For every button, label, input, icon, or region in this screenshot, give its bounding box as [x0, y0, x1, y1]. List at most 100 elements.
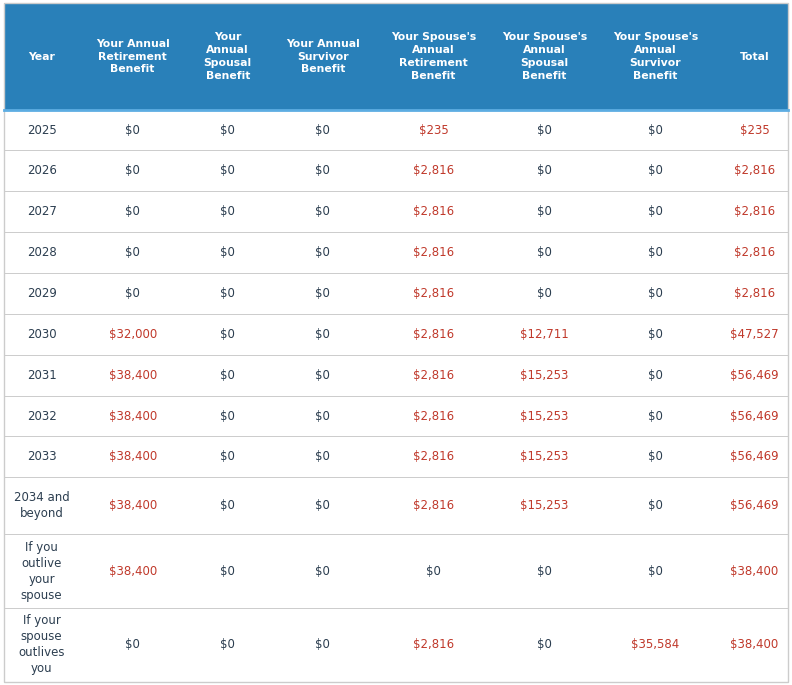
Text: $0: $0	[125, 164, 140, 177]
Text: $15,253: $15,253	[520, 369, 569, 382]
Bar	[4, 608, 788, 682]
Text: $15,253: $15,253	[520, 450, 569, 463]
Text: $56,469: $56,469	[730, 410, 779, 423]
Bar	[4, 273, 788, 314]
Text: $0: $0	[125, 638, 140, 651]
Text: $2,816: $2,816	[734, 287, 775, 300]
Text: $0: $0	[537, 164, 552, 177]
Text: 2028: 2028	[27, 246, 56, 259]
Text: $0: $0	[315, 450, 330, 463]
Bar	[4, 3, 788, 110]
Text: 2034 and
beyond: 2034 and beyond	[13, 491, 70, 521]
Text: $2,816: $2,816	[413, 499, 454, 512]
Text: $0: $0	[648, 410, 663, 423]
Text: $0: $0	[220, 410, 235, 423]
Text: $38,400: $38,400	[730, 564, 779, 577]
Text: Year: Year	[29, 51, 55, 62]
Text: $35,584: $35,584	[631, 638, 680, 651]
Text: Your Spouse's
Annual
Retirement
Benefit: Your Spouse's Annual Retirement Benefit	[391, 32, 476, 81]
Text: 2027: 2027	[27, 206, 56, 219]
Bar	[4, 477, 788, 534]
Text: $38,400: $38,400	[109, 499, 157, 512]
Text: 2031: 2031	[27, 369, 56, 382]
Bar	[4, 436, 788, 477]
Text: $0: $0	[315, 410, 330, 423]
Text: $0: $0	[220, 164, 235, 177]
Text: $0: $0	[125, 246, 140, 259]
Text: $0: $0	[315, 246, 330, 259]
Text: If your
spouse
outlives
you: If your spouse outlives you	[18, 614, 65, 675]
Text: $0: $0	[125, 206, 140, 219]
Text: $0: $0	[315, 287, 330, 300]
Text: $38,400: $38,400	[109, 369, 157, 382]
Text: $0: $0	[648, 450, 663, 463]
Text: $2,816: $2,816	[734, 164, 775, 177]
Text: $0: $0	[648, 287, 663, 300]
Text: 2032: 2032	[27, 410, 56, 423]
Text: $0: $0	[648, 369, 663, 382]
Text: $0: $0	[220, 564, 235, 577]
Text: $0: $0	[220, 450, 235, 463]
Bar	[4, 355, 788, 395]
Text: $2,816: $2,816	[413, 328, 454, 341]
Text: 2026: 2026	[27, 164, 56, 177]
Text: $0: $0	[537, 638, 552, 651]
Text: Total: Total	[740, 51, 769, 62]
Bar	[4, 534, 788, 608]
Text: $47,527: $47,527	[730, 328, 779, 341]
Text: $2,816: $2,816	[413, 164, 454, 177]
Text: $56,469: $56,469	[730, 499, 779, 512]
Text: $2,816: $2,816	[734, 206, 775, 219]
Text: $56,469: $56,469	[730, 450, 779, 463]
Text: $0: $0	[648, 164, 663, 177]
Text: $0: $0	[125, 123, 140, 136]
Text: $38,400: $38,400	[109, 410, 157, 423]
Bar	[4, 151, 788, 191]
Text: If you
outlive
your
spouse: If you outlive your spouse	[21, 540, 63, 601]
Text: $0: $0	[220, 206, 235, 219]
Text: 2030: 2030	[27, 328, 56, 341]
Text: $2,816: $2,816	[413, 206, 454, 219]
Text: $0: $0	[537, 287, 552, 300]
Bar	[4, 395, 788, 436]
Text: $0: $0	[648, 328, 663, 341]
Text: Your Spouse's
Annual
Spousal
Benefit: Your Spouse's Annual Spousal Benefit	[502, 32, 587, 81]
Text: $0: $0	[315, 164, 330, 177]
Text: $15,253: $15,253	[520, 499, 569, 512]
Text: Your Spouse's
Annual
Survivor
Benefit: Your Spouse's Annual Survivor Benefit	[613, 32, 698, 81]
Text: $0: $0	[648, 123, 663, 136]
Text: Your Annual
Retirement
Benefit: Your Annual Retirement Benefit	[96, 39, 169, 74]
Text: $0: $0	[537, 123, 552, 136]
Text: $12,711: $12,711	[520, 328, 569, 341]
Text: $2,816: $2,816	[734, 246, 775, 259]
Text: $0: $0	[315, 123, 330, 136]
Text: $0: $0	[315, 638, 330, 651]
Text: 2033: 2033	[27, 450, 56, 463]
Text: $0: $0	[315, 328, 330, 341]
Text: Your
Annual
Spousal
Benefit: Your Annual Spousal Benefit	[204, 32, 252, 81]
Bar	[4, 232, 788, 273]
Text: $0: $0	[648, 206, 663, 219]
Text: $0: $0	[315, 499, 330, 512]
Text: $0: $0	[220, 369, 235, 382]
Text: $0: $0	[315, 369, 330, 382]
Bar	[4, 191, 788, 232]
Text: $0: $0	[648, 246, 663, 259]
Text: $2,816: $2,816	[413, 638, 454, 651]
Text: $0: $0	[220, 499, 235, 512]
Text: $235: $235	[740, 123, 769, 136]
Text: $0: $0	[537, 206, 552, 219]
Text: $0: $0	[220, 123, 235, 136]
Text: Your Annual
Survivor
Benefit: Your Annual Survivor Benefit	[286, 39, 360, 74]
Text: $2,816: $2,816	[413, 410, 454, 423]
Text: $235: $235	[419, 123, 448, 136]
Text: $0: $0	[537, 564, 552, 577]
Text: $0: $0	[648, 564, 663, 577]
Text: $38,400: $38,400	[109, 564, 157, 577]
Text: $0: $0	[537, 246, 552, 259]
Text: 2029: 2029	[27, 287, 56, 300]
Text: $2,816: $2,816	[413, 369, 454, 382]
Text: $0: $0	[125, 287, 140, 300]
Bar	[4, 314, 788, 355]
Text: $0: $0	[220, 328, 235, 341]
